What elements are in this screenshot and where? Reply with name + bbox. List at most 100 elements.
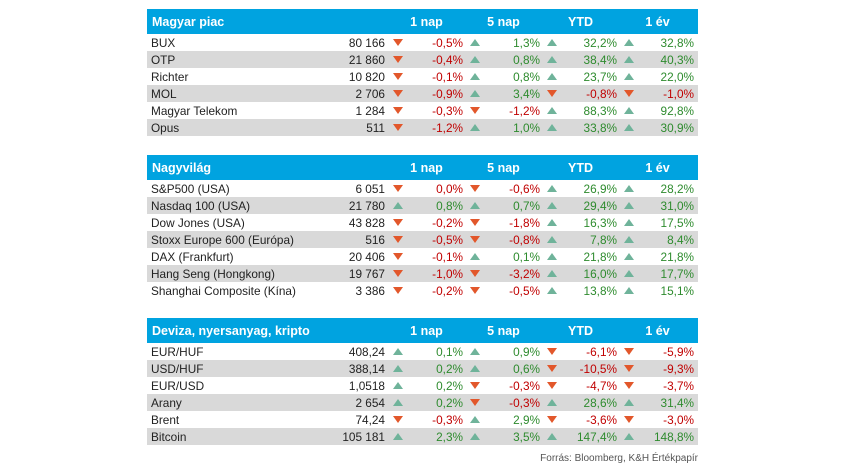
change-cell: 31,4%	[619, 396, 696, 410]
instrument-value: 1 284	[355, 103, 385, 118]
arrow-up-icon	[470, 433, 480, 440]
change-cell: 0,7%	[465, 199, 542, 213]
change-value: 21,8%	[660, 249, 694, 264]
change-cell: 0,1%	[465, 250, 542, 264]
instrument-value: 80 166	[348, 35, 385, 50]
column-header: 1 év	[645, 160, 670, 175]
change-value: -3,7%	[663, 378, 694, 393]
change-cell: -0,2%	[388, 284, 465, 298]
change-value: -0,5%	[432, 232, 463, 247]
arrow-up-icon	[624, 185, 634, 192]
arrow-up-icon	[470, 365, 480, 372]
arrow-down-icon	[393, 287, 403, 294]
table-row: Nasdaq 100 (USA) 21 780 0,8% 0,7% 29,4% 31,0%	[147, 197, 698, 214]
change-value: 0,1%	[513, 249, 540, 264]
change-value: 88,3%	[583, 103, 617, 118]
instrument-name: Hang Seng (Hongkong)	[151, 266, 275, 281]
change-cell: -0,8%	[542, 87, 619, 101]
change-value: -6,1%	[586, 344, 617, 359]
arrow-up-icon	[470, 90, 480, 97]
change-cell: 28,2%	[619, 182, 696, 196]
change-cell: -0,3%	[465, 379, 542, 393]
instrument-value: 74,24	[355, 412, 385, 427]
change-value: 0,8%	[436, 198, 463, 213]
instrument-value: 516	[365, 232, 385, 247]
change-cell: 30,9%	[619, 121, 696, 135]
change-value: -10,5%	[579, 361, 617, 376]
arrow-up-icon	[393, 399, 403, 406]
instrument-name: EUR/USD	[151, 378, 205, 393]
table-row: Magyar Telekom 1 284 -0,3% -1,2% 88,3% 92,8%	[147, 102, 698, 119]
table-row: Richter 10 820 -0,1% 0,8% 23,7% 22,0%	[147, 68, 698, 85]
change-value: 0,7%	[513, 198, 540, 213]
change-value: 8,4%	[667, 232, 694, 247]
change-cell: -6,1%	[542, 345, 619, 359]
change-cell: -0,6%	[465, 182, 542, 196]
change-value: 2,9%	[513, 412, 540, 427]
change-cell: 16,0%	[542, 267, 619, 281]
arrow-up-icon	[624, 253, 634, 260]
arrow-up-icon	[547, 124, 557, 131]
change-cell: -1,2%	[465, 104, 542, 118]
change-value: 148,8%	[653, 429, 694, 444]
change-cell: -5,9%	[619, 345, 696, 359]
change-cell: 0,2%	[388, 396, 465, 410]
change-cell: -9,3%	[619, 362, 696, 376]
arrow-down-icon	[547, 90, 557, 97]
change-value: -0,5%	[509, 283, 540, 298]
change-value: -0,9%	[432, 86, 463, 101]
arrow-down-icon	[470, 270, 480, 277]
change-value: 16,3%	[583, 215, 617, 230]
change-value: -0,8%	[509, 232, 540, 247]
arrow-down-icon	[393, 185, 403, 192]
instrument-value: 2 706	[355, 86, 385, 101]
arrow-up-icon	[624, 287, 634, 294]
arrow-up-icon	[547, 236, 557, 243]
instrument-value: 21 860	[348, 52, 385, 67]
change-value: -1,8%	[509, 215, 540, 230]
change-cell: 21,8%	[619, 250, 696, 264]
arrow-up-icon	[470, 73, 480, 80]
column-header: 5 nap	[487, 14, 520, 29]
arrow-down-icon	[547, 382, 557, 389]
change-cell: 17,7%	[619, 267, 696, 281]
arrow-down-icon	[393, 56, 403, 63]
change-cell: 31,0%	[619, 199, 696, 213]
arrow-up-icon	[393, 348, 403, 355]
column-header: 5 nap	[487, 323, 520, 338]
change-value: 23,7%	[583, 69, 617, 84]
instrument-name: USD/HUF	[151, 361, 204, 376]
arrow-down-icon	[470, 399, 480, 406]
change-cell: 147,4%	[542, 430, 619, 444]
change-value: 31,4%	[660, 395, 694, 410]
table-row: Arany 2 654 0,2% -0,3% 28,6% 31,4%	[147, 394, 698, 411]
column-header: 1 nap	[410, 323, 443, 338]
arrow-up-icon	[547, 107, 557, 114]
change-cell: -0,3%	[388, 104, 465, 118]
arrow-down-icon	[470, 382, 480, 389]
section-title: Deviza, nyersanyag, kripto	[152, 323, 310, 338]
change-cell: -10,5%	[542, 362, 619, 376]
change-cell: -0,5%	[388, 233, 465, 247]
change-value: 31,0%	[660, 198, 694, 213]
change-value: 7,8%	[590, 232, 617, 247]
arrow-down-icon	[393, 270, 403, 277]
change-cell: 8,4%	[619, 233, 696, 247]
change-value: -3,0%	[663, 412, 694, 427]
table-row: Dow Jones (USA) 43 828 -0,2% -1,8% 16,3% 17,5…	[147, 214, 698, 231]
change-value: 29,4%	[583, 198, 617, 213]
change-value: 0,6%	[513, 361, 540, 376]
change-cell: 13,8%	[542, 284, 619, 298]
change-cell: 1,3%	[465, 36, 542, 50]
change-value: -1,2%	[432, 120, 463, 135]
change-value: -3,6%	[586, 412, 617, 427]
change-value: 16,0%	[583, 266, 617, 281]
arrow-down-icon	[547, 416, 557, 423]
change-cell: -0,4%	[388, 53, 465, 67]
column-header: YTD	[568, 14, 593, 29]
instrument-name: S&P500 (USA)	[151, 181, 230, 196]
sections-container: Magyar piac 1 nap 5 nap YTD 1 év BUX 80 166 -0,…	[147, 9, 698, 445]
instrument-value: 20 406	[348, 249, 385, 264]
source-note: Forrás: Bloomberg, K&H Értékpapír	[540, 453, 698, 464]
arrow-up-icon	[470, 56, 480, 63]
